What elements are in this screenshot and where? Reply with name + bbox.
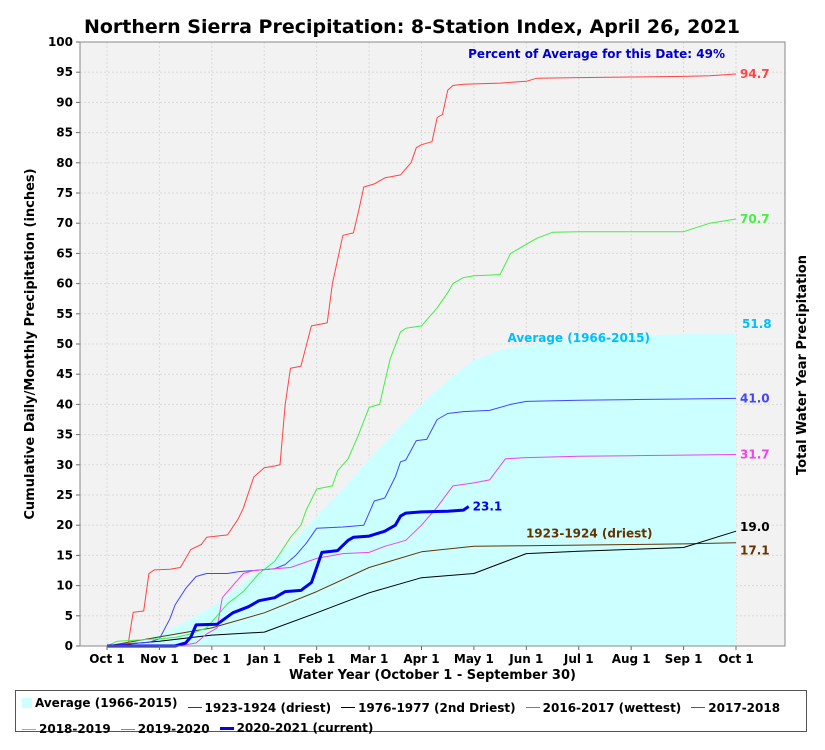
y-tick-label: 65 bbox=[56, 246, 73, 260]
legend-label: 2019-2020 bbox=[137, 722, 210, 736]
y-tick-label: 85 bbox=[56, 126, 73, 140]
x-tick-label: Nov 1 bbox=[140, 652, 179, 666]
series-line-2016-2017-wettest bbox=[106, 73, 737, 647]
y-tick-label: 75 bbox=[56, 186, 73, 200]
end-label-average-1966-2015: 51.8 bbox=[742, 317, 772, 331]
legend-swatch bbox=[525, 707, 540, 708]
series-line-1976-1977-2nd-driest bbox=[106, 530, 737, 647]
x-tick-label: Oct 1 bbox=[89, 652, 125, 666]
y-tick-label: 10 bbox=[56, 579, 73, 593]
legend-item-average-1966-2015: Average (1966-2015) bbox=[22, 694, 178, 712]
x-tick-label: Jun 1 bbox=[508, 652, 543, 666]
legend-swatch bbox=[22, 698, 32, 708]
legend-label: 1976-1977 (2nd Driest) bbox=[358, 700, 516, 715]
series-line-2020-2021-current bbox=[107, 505, 470, 648]
series-area-average-1966-2015 bbox=[107, 333, 736, 646]
legend-item-1976-1977-2nd-driest: 1976-1977 (2nd Driest) bbox=[341, 699, 516, 717]
inline-label-1923-1924-driest: 1923-1924 (driest) bbox=[526, 526, 653, 540]
end-label-2018-2019: 70.7 bbox=[740, 212, 770, 226]
legend-item-2019-2020: 2019-2020 bbox=[120, 720, 210, 738]
percent-of-average-annotation: Percent of Average for this Date: 49% bbox=[468, 47, 725, 61]
x-tick-label: Jul 1 bbox=[563, 652, 594, 666]
x-tick-label: Feb 1 bbox=[298, 652, 335, 666]
chart-title: Northern Sierra Precipitation: 8-Station… bbox=[84, 16, 740, 38]
x-tick-label: Dec 1 bbox=[193, 652, 231, 666]
legend-label: Average (1966-2015) bbox=[35, 696, 178, 710]
y-tick-label: 80 bbox=[56, 156, 73, 170]
series-line-2018-2019 bbox=[106, 218, 737, 647]
y-tick-label: 100 bbox=[48, 35, 73, 49]
y-tick-label: 90 bbox=[56, 95, 73, 109]
legend-label: 2017-2018 bbox=[708, 700, 781, 715]
legend-item-2016-2017-wettest: 2016-2017 (wettest) bbox=[525, 699, 682, 717]
axes: 0 5 10 15 20 25 30 35 40 45 50 55 60 65 70 75 80 85 90 95 10… bbox=[48, 35, 786, 666]
x-tick-label: Jan 1 bbox=[246, 652, 281, 666]
legend-swatch bbox=[22, 728, 36, 730]
y-axis-right-label: Total Water Year Precipitation bbox=[795, 255, 810, 475]
series-lines-layer bbox=[106, 73, 737, 648]
series-labels: 51.8 Average (1966-2015) 17.1 1923-1924 (dr… bbox=[473, 67, 772, 558]
legend-label: 2018-2019 bbox=[39, 722, 111, 736]
y-tick-label: 55 bbox=[56, 307, 73, 321]
y-tick-label: 45 bbox=[56, 367, 73, 381]
end-label-1923-1924-driest: 17.1 bbox=[740, 544, 770, 558]
x-axis-label: Water Year (October 1 - September 30) bbox=[289, 668, 576, 683]
y-tick-label: 0 bbox=[65, 639, 73, 653]
legend-item-2017-2018: 2017-2018 bbox=[691, 699, 780, 717]
chart-svg: Northern Sierra Precipitation: 8-Station… bbox=[23, 16, 810, 683]
end-label-2017-2018: 41.0 bbox=[740, 391, 770, 405]
legend: Average (1966-2015) 1923-1924 (driest) 197… bbox=[15, 690, 807, 736]
average-area-layer bbox=[107, 333, 736, 646]
x-tick-label: Aug 1 bbox=[612, 652, 651, 666]
legend-swatch bbox=[120, 728, 135, 730]
gridlines bbox=[80, 41, 785, 647]
y-tick-label: 15 bbox=[56, 548, 73, 562]
legend-item-1923-1924-driest: 1923-1924 (driest) bbox=[187, 699, 332, 717]
x-tick-label: Oct 1 bbox=[718, 652, 754, 666]
x-tick-label: Mar 1 bbox=[350, 652, 388, 666]
x-tick-label: May 1 bbox=[454, 652, 494, 666]
y-tick-label: 95 bbox=[56, 65, 73, 79]
legend-item-2018-2019: 2018-2019 bbox=[22, 720, 111, 738]
legend-swatch bbox=[691, 707, 706, 708]
x-tick-label: Sep 1 bbox=[665, 652, 703, 666]
legend-label: 1923-1924 (driest) bbox=[204, 700, 332, 715]
series-line-1923-1924-driest bbox=[106, 542, 737, 647]
legend-swatch bbox=[187, 707, 202, 708]
end-label-2020-2021-current: 23.1 bbox=[473, 499, 503, 513]
y-tick-label: 35 bbox=[56, 428, 73, 442]
y-tick-label: 50 bbox=[56, 337, 73, 351]
series-line-2019-2020 bbox=[106, 454, 737, 647]
y-tick-label: 30 bbox=[56, 458, 73, 472]
end-label-2019-2020: 31.7 bbox=[740, 448, 770, 462]
y-axis-label: Cumulative Daily/Monthly Precipitation (… bbox=[23, 168, 38, 519]
y-tick-label: 5 bbox=[65, 609, 73, 623]
y-tick-label: 40 bbox=[56, 397, 73, 411]
y-tick-label: 60 bbox=[56, 277, 73, 291]
y-tick-label: 25 bbox=[56, 488, 73, 502]
legend-swatch bbox=[219, 726, 234, 730]
inline-label-average-1966-2015: Average (1966-2015) bbox=[508, 331, 651, 345]
plot-frame bbox=[79, 41, 786, 647]
y-tick-label: 20 bbox=[56, 518, 73, 532]
series-line-2017-2018 bbox=[106, 397, 737, 647]
y-tick-label: 70 bbox=[56, 216, 73, 230]
legend-label: 2016-2017 (wettest) bbox=[542, 700, 682, 715]
legend-item-2020-2021-current: 2020-2021 (current) bbox=[219, 719, 374, 737]
end-label-2016-2017-wettest: 94.7 bbox=[740, 67, 770, 81]
legend-label: 2020-2021 (current) bbox=[236, 721, 374, 735]
end-label-1976-1977-2nd-driest: 19.0 bbox=[740, 520, 770, 534]
legend-swatch bbox=[341, 707, 356, 708]
x-tick-label: Apr 1 bbox=[403, 652, 439, 666]
